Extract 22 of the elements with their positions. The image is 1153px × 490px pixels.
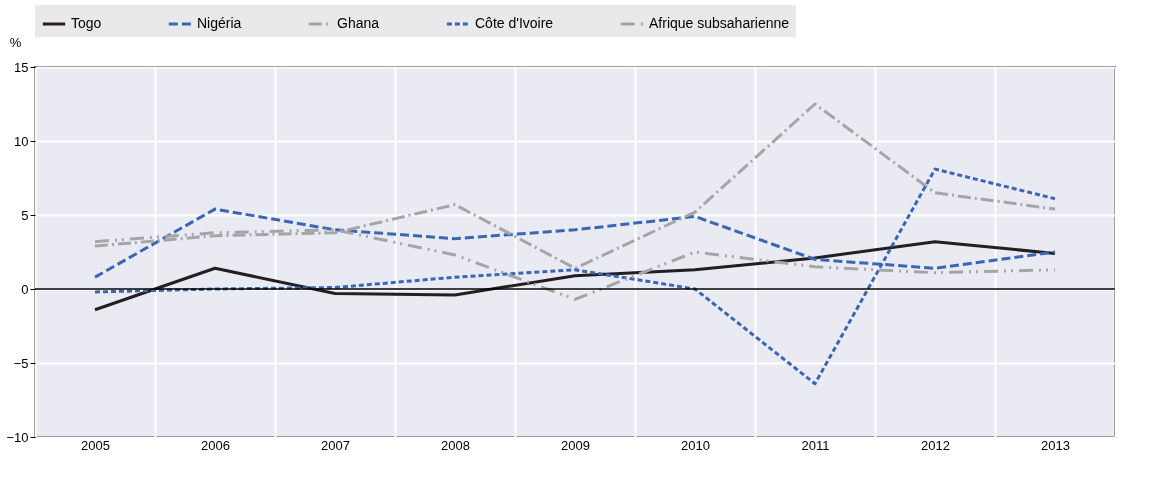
y-tick-label: 10 [14,133,29,149]
y-tick-label: 5 [21,207,29,223]
x-tick-label: 2013 [1041,437,1070,453]
legend-label: Nigéria [197,15,242,31]
x-tick-label: 2006 [201,437,230,453]
x-tick-label: 2005 [81,437,110,453]
x-tick-label: 2007 [321,437,350,453]
x-tick-label: 2009 [561,437,590,453]
x-tick-label: 2010 [681,437,710,453]
legend-label: Ghana [337,15,380,31]
y-axis-title: % [9,34,22,50]
x-tick-label: 2008 [441,437,470,453]
legend-label: Côte d'Ivoire [475,15,554,31]
x-tick-label: 2011 [801,437,830,453]
line-series [93,240,1057,312]
y-tick-label: 15 [14,59,29,75]
y-tick-label: −5 [13,355,29,371]
legend-label: Togo [71,15,102,31]
y-tick-label: −10 [6,429,29,445]
y-tick-label: 0 [21,281,29,297]
legend-label: Afrique subsaharienne [649,15,790,31]
x-tick-label: 2012 [921,437,950,453]
